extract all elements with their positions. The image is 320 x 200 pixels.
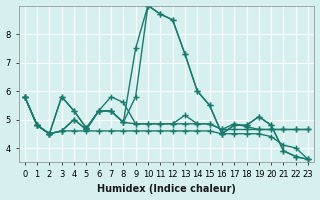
- X-axis label: Humidex (Indice chaleur): Humidex (Indice chaleur): [97, 184, 236, 194]
